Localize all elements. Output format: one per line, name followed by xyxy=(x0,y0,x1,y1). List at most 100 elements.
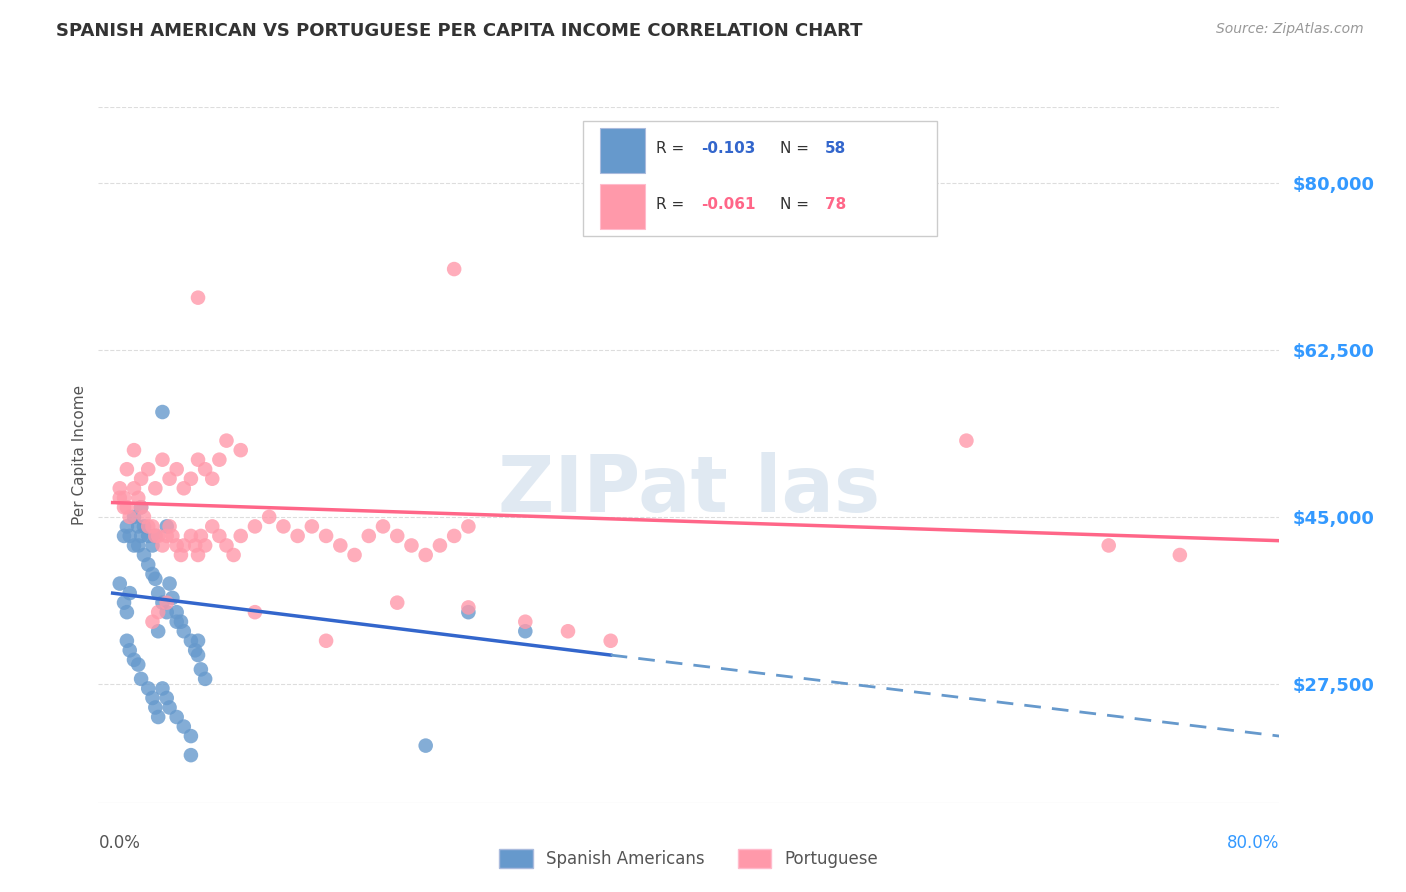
Point xyxy=(115,462,138,476)
Point xyxy=(148,529,170,543)
Point xyxy=(184,643,207,657)
Point xyxy=(143,572,166,586)
Point xyxy=(143,529,166,543)
Text: N =: N = xyxy=(780,141,814,156)
Point xyxy=(122,509,145,524)
Point xyxy=(222,548,245,562)
Point xyxy=(122,653,145,667)
Point xyxy=(166,615,188,629)
Point xyxy=(173,539,195,553)
Point xyxy=(152,405,174,419)
Point xyxy=(173,720,195,734)
Point xyxy=(156,605,179,619)
Point xyxy=(180,633,202,648)
Point xyxy=(132,519,155,533)
Point xyxy=(215,539,238,553)
Point xyxy=(159,700,181,714)
Point xyxy=(115,633,138,648)
Point xyxy=(443,262,465,277)
Point xyxy=(129,472,152,486)
Point xyxy=(215,434,238,448)
Point xyxy=(156,690,179,705)
Point xyxy=(457,519,479,533)
Point xyxy=(162,591,184,605)
FancyBboxPatch shape xyxy=(582,121,936,235)
Point xyxy=(415,548,437,562)
Text: -0.103: -0.103 xyxy=(700,141,755,156)
Text: 78: 78 xyxy=(825,197,846,212)
Text: 58: 58 xyxy=(825,141,846,156)
Point xyxy=(955,434,977,448)
Point xyxy=(243,605,266,619)
Point xyxy=(129,672,152,686)
Point xyxy=(152,539,174,553)
Point xyxy=(156,596,179,610)
Point xyxy=(190,662,212,676)
Text: -0.061: -0.061 xyxy=(700,197,755,212)
Point xyxy=(287,529,309,543)
Point xyxy=(180,748,202,763)
Point xyxy=(173,481,195,495)
Point xyxy=(173,624,195,639)
Point xyxy=(184,539,207,553)
Point xyxy=(387,529,409,543)
Text: R =: R = xyxy=(655,197,689,212)
Point xyxy=(187,633,209,648)
Point xyxy=(229,529,252,543)
Point xyxy=(187,452,209,467)
Text: N =: N = xyxy=(780,197,814,212)
Point xyxy=(141,519,163,533)
Point xyxy=(194,539,217,553)
Point xyxy=(515,624,537,639)
Point xyxy=(229,443,252,458)
Point xyxy=(112,596,135,610)
Point xyxy=(159,472,181,486)
Point xyxy=(315,529,337,543)
Point xyxy=(429,539,451,553)
Bar xyxy=(600,128,645,173)
Point xyxy=(148,624,170,639)
Point xyxy=(127,657,149,672)
Point xyxy=(156,529,179,543)
Bar xyxy=(600,184,645,229)
Point xyxy=(115,605,138,619)
Point xyxy=(159,576,181,591)
Point xyxy=(387,596,409,610)
Point xyxy=(148,605,170,619)
Point xyxy=(401,539,423,553)
Point xyxy=(166,605,188,619)
Y-axis label: Per Capita Income: Per Capita Income xyxy=(72,384,87,525)
Point xyxy=(208,452,231,467)
Point xyxy=(187,291,209,305)
Point xyxy=(443,529,465,543)
Point xyxy=(599,633,621,648)
Point xyxy=(152,596,174,610)
Point xyxy=(141,615,163,629)
Point xyxy=(1098,539,1121,553)
Point xyxy=(187,548,209,562)
Point xyxy=(108,491,131,505)
Point xyxy=(108,576,131,591)
Point xyxy=(143,700,166,714)
Point xyxy=(136,558,159,572)
Point xyxy=(112,500,135,515)
Point xyxy=(115,500,138,515)
Text: Source: ZipAtlas.com: Source: ZipAtlas.com xyxy=(1216,22,1364,37)
Text: R =: R = xyxy=(655,141,689,156)
Point xyxy=(357,529,380,543)
Point xyxy=(1168,548,1191,562)
Point xyxy=(201,519,224,533)
Point xyxy=(159,519,181,533)
Point xyxy=(136,529,159,543)
Point xyxy=(343,548,366,562)
Point xyxy=(457,605,479,619)
Legend: Spanish Americans, Portuguese: Spanish Americans, Portuguese xyxy=(492,842,886,875)
Point xyxy=(129,529,152,543)
Point xyxy=(194,462,217,476)
Point xyxy=(152,681,174,696)
Point xyxy=(208,529,231,543)
Point xyxy=(127,491,149,505)
Point xyxy=(243,519,266,533)
Text: SPANISH AMERICAN VS PORTUGUESE PER CAPITA INCOME CORRELATION CHART: SPANISH AMERICAN VS PORTUGUESE PER CAPIT… xyxy=(56,22,863,40)
Point xyxy=(136,519,159,533)
